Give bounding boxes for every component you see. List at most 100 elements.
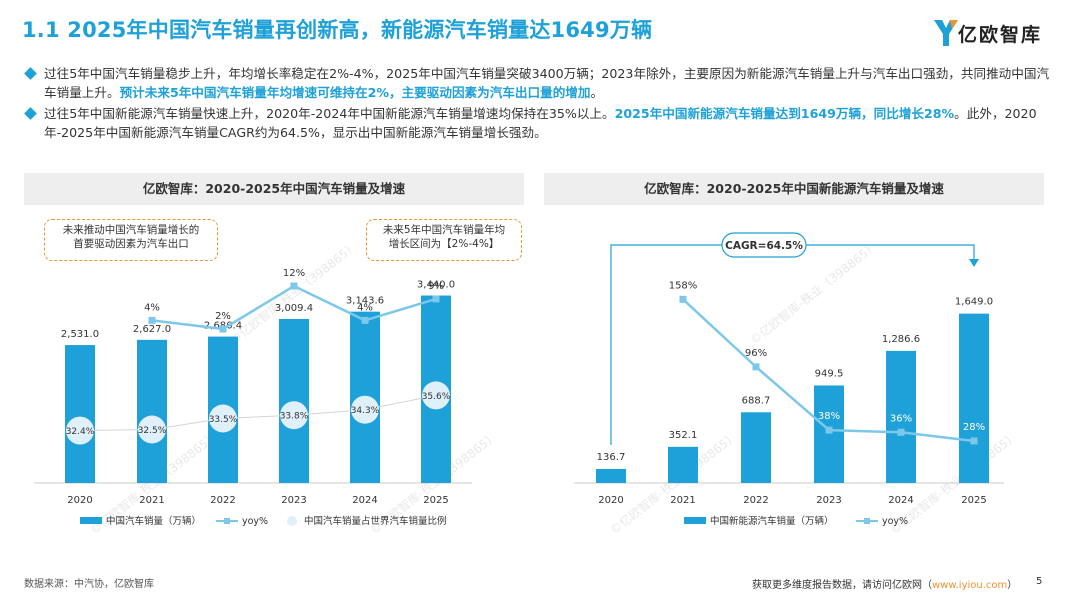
yoy-marker [679, 295, 687, 303]
bar [814, 385, 844, 483]
bar [886, 350, 916, 483]
logo-mark-icon [934, 20, 958, 46]
share-label: 33.5% [209, 415, 238, 425]
bar-value-label: 2,531.0 [61, 329, 99, 340]
share-label: 32.5% [138, 426, 167, 436]
callout-growth-range: 未来5年中国汽车销量年均 增长区间为【2%-4%】 [366, 219, 522, 261]
legend-marker-swatch [224, 518, 230, 524]
cagr-badge [721, 232, 807, 258]
yoy-label: 38% [818, 411, 840, 422]
yoy-marker [361, 316, 369, 324]
bullet-highlight: 预计未来5年中国汽车销量年均增速可维持在2%，主要驱动因素为汽车出口量的增加 [119, 85, 591, 100]
legend-label: 中国新能源汽车销量（万辆） [710, 515, 834, 527]
legend-label: yoy% [882, 516, 908, 527]
bullet-item: 过往5年中国新能源汽车销量快速上升，2020年-2024年中国新能源汽车销量增速… [24, 104, 1054, 142]
bar-value-label: 3,143.6 [346, 296, 384, 307]
x-tick-label: 2024 [888, 495, 913, 506]
legend-bar-swatch [684, 517, 706, 524]
bullet-text: 过往5年中国新能源汽车销量快速上升，2020年-2024年中国新能源汽车销量增速… [44, 106, 615, 121]
cagr-arrow-icon [969, 259, 979, 267]
footer-more-suffix: ） [1007, 580, 1018, 591]
bar-value-label: 688.7 [742, 395, 771, 406]
yoy-marker [970, 437, 978, 445]
logo-text: 亿欧智库 [958, 24, 1043, 46]
share-circle [351, 395, 379, 424]
share-circle [209, 404, 237, 433]
bar-value-label: 3,009.4 [275, 303, 313, 314]
x-tick-label: 2025 [423, 495, 448, 506]
yoy-marker [752, 363, 760, 371]
bar-value-label: 1,649.0 [955, 297, 993, 308]
yoy-label: 4% [144, 302, 160, 313]
yoy-label: 9% [428, 281, 444, 292]
share-circle [422, 381, 450, 410]
car-sales-chart: ©亿欧智库-秩业（398865）©亿欧智库-秩业（398865）©亿欧智库-秩业… [34, 238, 500, 537]
legend-label: 中国汽车销量占世界汽车销量比例 [304, 515, 447, 527]
cagr-label: CAGR=64.5% [725, 240, 803, 252]
bullet-list: 过往5年中国汽车销量稳步上升，年均增长率稳定在2%-4%，2025年中国汽车销量… [24, 64, 1054, 144]
bullet-text: 过往5年中国汽车销量稳步上升，年均增长率稳定在2%-4%，2025年中国汽车销量… [44, 66, 1050, 100]
chart-right-title: 亿欧智库：2020-2025年中国新能源汽车销量及增速 [544, 173, 1044, 205]
yoy-label: 28% [963, 422, 985, 433]
x-tick-label: 2024 [352, 495, 377, 506]
x-tick-label: 2025 [961, 495, 986, 506]
yoy-label: 158% [669, 280, 698, 291]
bar [741, 412, 771, 483]
bar [959, 313, 989, 483]
callout-line: 首要驱动因素为汽车出口 [73, 238, 189, 250]
share-label: 33.8% [280, 412, 309, 422]
bar [596, 468, 626, 483]
yoy-marker [148, 316, 156, 324]
legend-label: yoy% [242, 516, 268, 527]
bar [137, 339, 167, 483]
yoy-label: 2% [215, 311, 231, 322]
bar-value-label: 3,440.0 [417, 280, 455, 291]
bar-value-label: 1,286.6 [882, 334, 920, 345]
share-label: 32.4% [66, 427, 95, 437]
x-tick-label: 2020 [598, 495, 623, 506]
yoy-marker [219, 325, 227, 333]
bar-value-label: 2,627.0 [133, 324, 171, 335]
x-tick-label: 2023 [816, 495, 841, 506]
share-line [79, 394, 437, 432]
x-tick-label: 2020 [67, 495, 92, 506]
x-tick-label: 2022 [210, 495, 235, 506]
page-title: 1.1 2025年中国汽车销量再创新高，新能源汽车销量达1649万辆 [22, 18, 653, 42]
yoy-marker [825, 426, 833, 434]
bullet-text-end: 。 [590, 85, 604, 100]
share-label: 35.6% [422, 392, 451, 402]
x-tick-label: 2022 [743, 495, 768, 506]
legend-marker-swatch [864, 518, 870, 524]
page-number: 5 [1036, 576, 1043, 587]
yoy-marker [432, 295, 440, 303]
chart-left-title: 亿欧智库：2020-2025年中国汽车销量及增速 [24, 173, 524, 205]
bar [279, 318, 309, 483]
footer-more-info: 获取更多维度报告数据，请访问亿欧网（www.iyiou.com） [752, 576, 1017, 591]
yoy-label: 4% [357, 302, 373, 313]
x-tick-label: 2021 [670, 495, 695, 506]
share-circle [138, 415, 166, 444]
footer-link[interactable]: www.iyiou.com [932, 580, 1008, 591]
share-circle [66, 416, 94, 445]
diamond-bullet-icon [24, 107, 37, 120]
bullet-text-end: 。此外，2020年-2025年中国新能源汽车销量CAGR约为64.5%，显示出中… [44, 106, 1037, 140]
callout-line: 增长区间为【2%-4%】 [388, 238, 500, 250]
callout-line: 未来推动中国汽车销量增长的 [62, 224, 200, 236]
bar-value-label: 352.1 [669, 430, 698, 441]
bullet-item: 过往5年中国汽车销量稳步上升，年均增长率稳定在2%-4%，2025年中国汽车销量… [24, 64, 1054, 102]
footer-more-prefix: 获取更多维度报告数据，请访问亿欧网（ [752, 580, 932, 591]
bar [65, 345, 95, 483]
diamond-bullet-icon [24, 67, 37, 80]
legend-circle-swatch [287, 516, 297, 526]
yoy-marker [897, 428, 905, 436]
nev-sales-chart: ©亿欧智库-秩业（398865）©亿欧智库-秩业（398865）©亿欧智库-秩业… [574, 232, 1020, 537]
yoy-label: 36% [890, 413, 912, 424]
legend-bar-swatch [80, 517, 102, 524]
brand-logo [934, 20, 958, 46]
bar [668, 446, 698, 483]
legend-label: 中国汽车销量（万辆） [106, 515, 201, 527]
data-source: 数据来源：中汽协，亿欧智库 [24, 579, 154, 590]
callout-line: 未来5年中国汽车销量年均 [382, 224, 506, 236]
bar-value-label: 136.7 [597, 452, 626, 463]
yoy-label: 12% [283, 268, 305, 279]
